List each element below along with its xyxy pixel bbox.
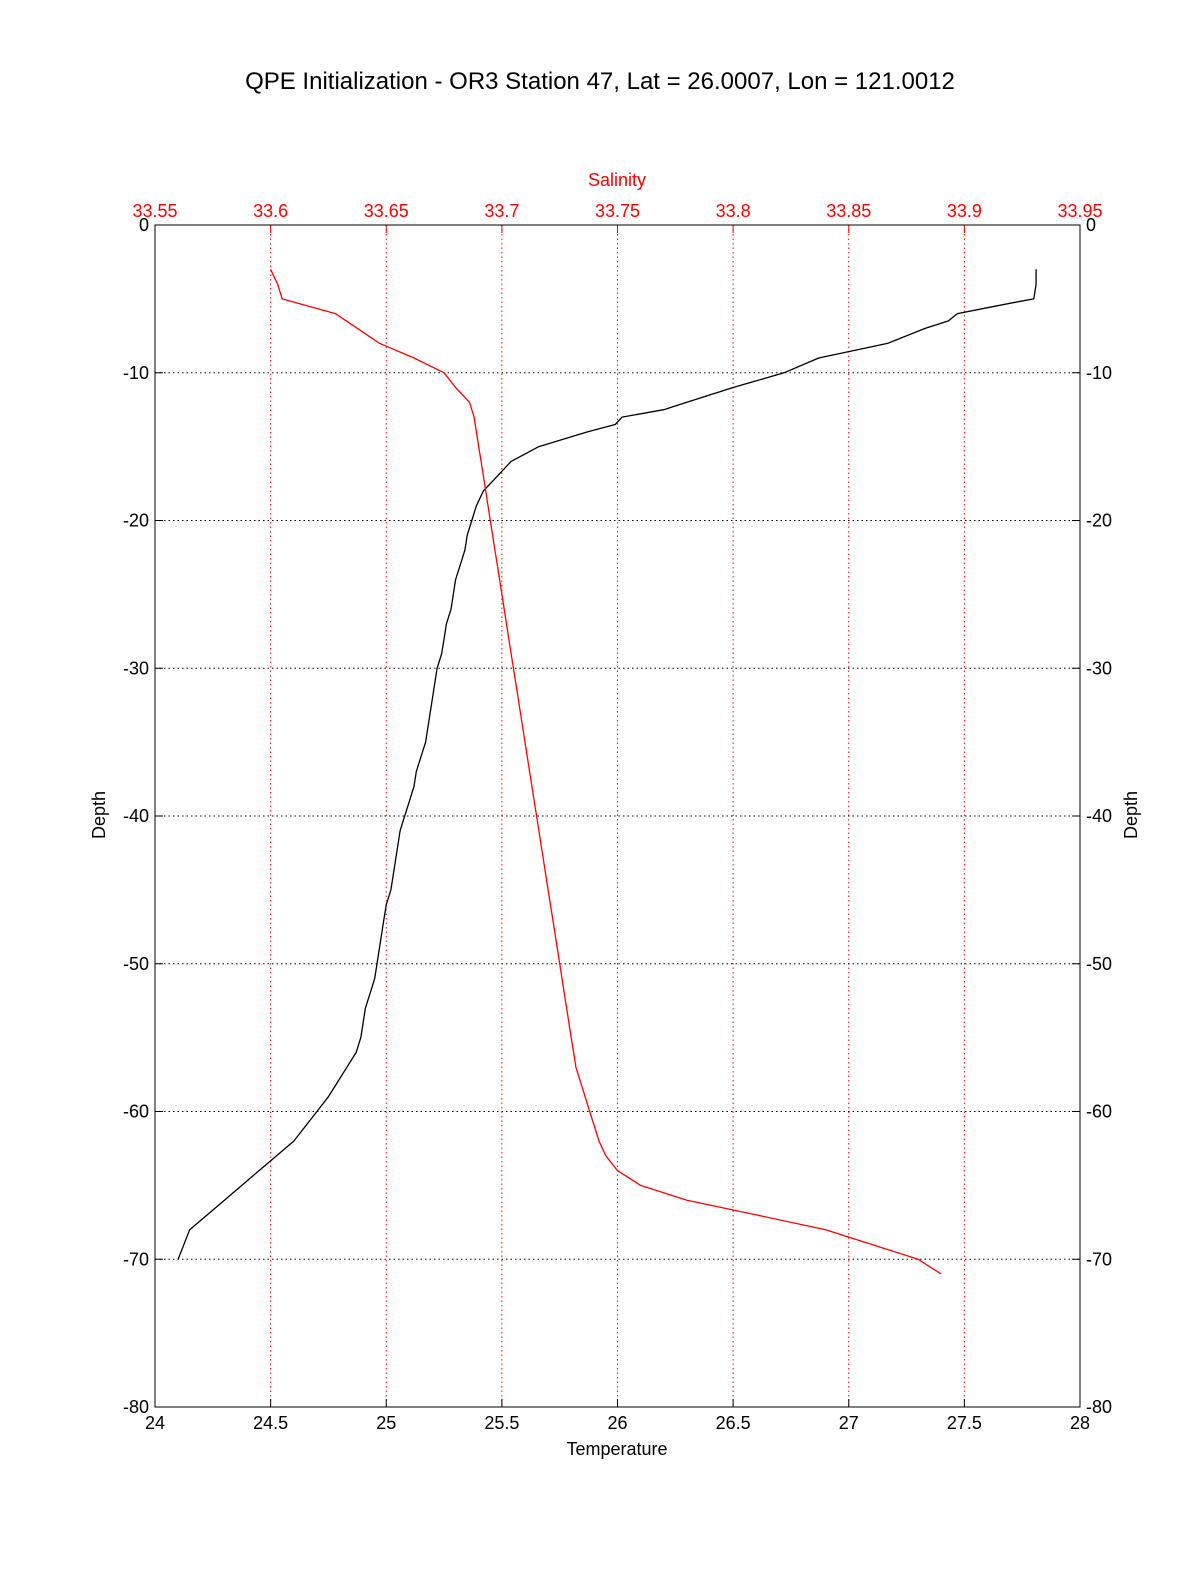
left-tick-label-3: -30 bbox=[123, 658, 149, 678]
left-tick-label-0: 0 bbox=[139, 215, 149, 235]
top-axis-label: Salinity bbox=[588, 170, 646, 190]
right-tick-label-5: -50 bbox=[1086, 954, 1112, 974]
bottom-tick-label-5: 26.5 bbox=[716, 1413, 751, 1433]
bottom-tick-label-8: 28 bbox=[1070, 1413, 1090, 1433]
bottom-tick-label-2: 25 bbox=[376, 1413, 396, 1433]
right-tick-label-3: -30 bbox=[1086, 658, 1112, 678]
right-tick-label-2: -20 bbox=[1086, 511, 1112, 531]
plot-frame bbox=[154, 224, 1081, 1408]
top-tick-label-6: 33.85 bbox=[826, 201, 871, 221]
left-tick-label-7: -70 bbox=[123, 1249, 149, 1269]
top-tick-label-4: 33.75 bbox=[595, 201, 640, 221]
bottom-tick-label-0: 24 bbox=[145, 1413, 165, 1433]
top-tick-label-3: 33.7 bbox=[484, 201, 519, 221]
right-tick-label-6: -60 bbox=[1086, 1102, 1112, 1122]
right-tick-label-0: 0 bbox=[1086, 215, 1096, 235]
left-tick-label-1: -10 bbox=[123, 363, 149, 383]
top-tick-label-7: 33.9 bbox=[947, 201, 982, 221]
bottom-tick-label-4: 26 bbox=[607, 1413, 627, 1433]
right-tick-label-7: -70 bbox=[1086, 1249, 1112, 1269]
salinity-profile-line bbox=[270, 269, 942, 1275]
bottom-axis-label: Temperature bbox=[566, 1439, 667, 1459]
right-tick-label-1: -10 bbox=[1086, 363, 1112, 383]
bottom-tick-label-6: 27 bbox=[839, 1413, 859, 1433]
top-tick-label-1: 33.6 bbox=[253, 201, 288, 221]
temperature-profile-line bbox=[177, 269, 1037, 1260]
left-axis-label: Depth bbox=[89, 791, 109, 839]
left-tick-label-4: -40 bbox=[123, 806, 149, 826]
top-tick-label-5: 33.8 bbox=[716, 201, 751, 221]
right-tick-label-8: -80 bbox=[1086, 1397, 1112, 1417]
right-axis-label: Depth bbox=[1121, 791, 1141, 839]
chart-title: QPE Initialization - OR3 Station 47, Lat… bbox=[245, 68, 955, 95]
top-tick-label-2: 33.65 bbox=[364, 201, 409, 221]
left-tick-label-6: -60 bbox=[123, 1102, 149, 1122]
bottom-tick-label-7: 27.5 bbox=[947, 1413, 982, 1433]
top-tick-label-0: 33.55 bbox=[132, 201, 177, 221]
left-tick-label-5: -50 bbox=[123, 954, 149, 974]
bottom-tick-label-3: 25.5 bbox=[484, 1413, 519, 1433]
left-tick-label-8: -80 bbox=[123, 1397, 149, 1417]
tick-layer: 24 24.5 25 25.5 26 26.5 27 27.5 28 33.55 33.6 33.65… bbox=[123, 201, 1112, 1433]
left-tick-label-2: -20 bbox=[123, 511, 149, 531]
top-tick-label-8: 33.95 bbox=[1057, 201, 1102, 221]
grid-layer bbox=[155, 225, 1080, 1407]
series-layer bbox=[177, 269, 1037, 1275]
bottom-tick-label-1: 24.5 bbox=[253, 1413, 288, 1433]
right-tick-label-4: -40 bbox=[1086, 806, 1112, 826]
